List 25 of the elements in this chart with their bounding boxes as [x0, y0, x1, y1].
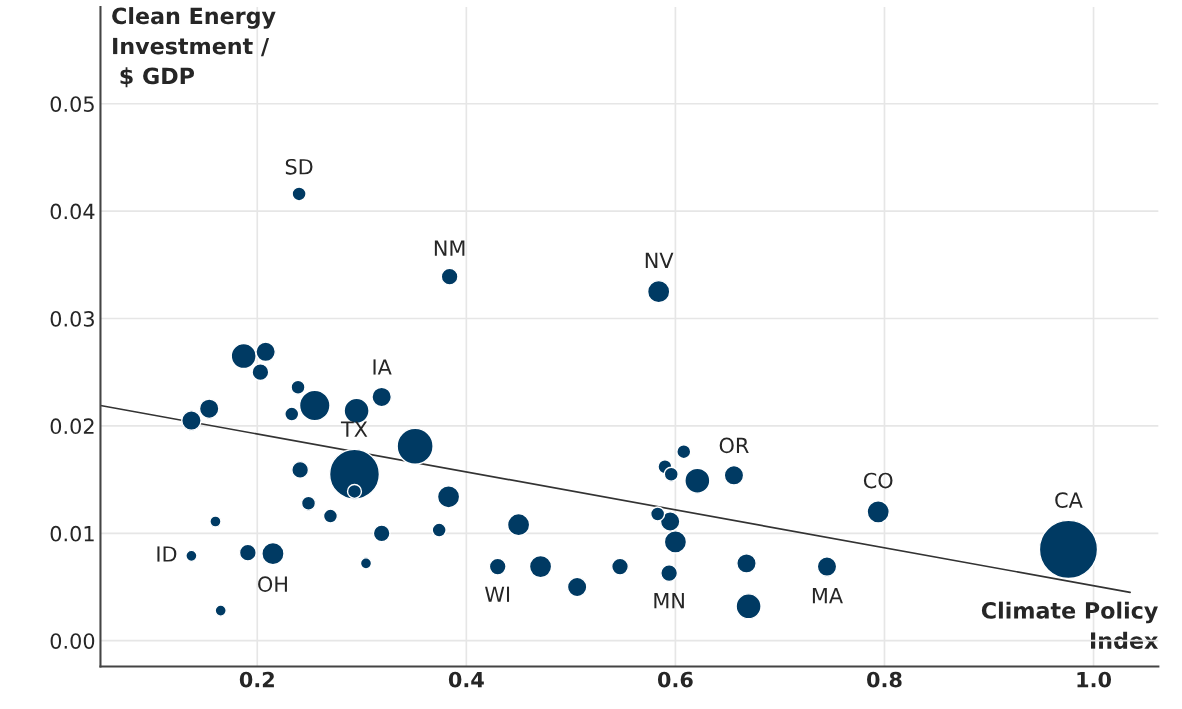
annotation: MN	[654, 593, 684, 609]
annotation: OH	[258, 576, 287, 592]
annotation: MA	[812, 588, 843, 604]
annotation: TX	[340, 421, 368, 437]
x-tick-label: 0.8	[867, 671, 902, 688]
y-tick-label: 0.02	[50, 418, 94, 435]
y-tick-label: 0.05	[50, 96, 94, 112]
y-tick-label: 0.00	[50, 633, 95, 649]
y-axis-title: Clean Energy Investment / $ GDP	[112, 7, 276, 88]
y-tick-label: 0.04	[50, 203, 95, 220]
x-tick-label: 0.6	[657, 671, 693, 688]
annotation: OR	[719, 437, 749, 454]
annotation: WI	[485, 586, 510, 602]
x-tick-label: 1.0	[1077, 671, 1112, 688]
x-tick-label: 0.2	[239, 671, 274, 688]
annotation: NM	[434, 240, 465, 256]
y-tick-label: 0.03	[50, 310, 94, 327]
annotation: CA	[1055, 492, 1083, 508]
annotation: CO	[863, 472, 893, 489]
x-tick-label: 0.4	[448, 671, 484, 688]
annotation: NV	[645, 252, 674, 268]
annotation: IA	[373, 359, 392, 375]
y-tick-label: 0.01	[50, 525, 94, 542]
annotation: SD	[285, 158, 313, 175]
annotation: ID	[157, 546, 177, 562]
